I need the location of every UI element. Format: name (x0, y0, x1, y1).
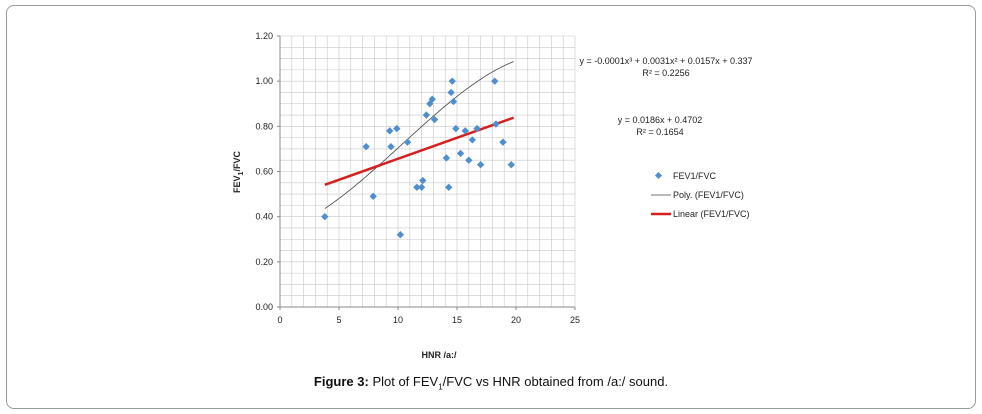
caption-text-after: /FVC vs HNR obtained from /a:/ sound. (442, 374, 669, 389)
data-point (413, 183, 421, 191)
linear-equation: y = 0.0186x + 0.4702 (618, 115, 703, 125)
data-point (465, 156, 473, 164)
caption-label: Figure 3: (313, 374, 369, 389)
data-point (419, 176, 427, 185)
data-point (422, 111, 430, 119)
y-tick-label: 1.00 (255, 76, 273, 86)
data-point (448, 77, 456, 85)
poly-r-squared: R² = 0.2256 (642, 68, 689, 78)
figure-caption: Figure 3: Plot of FEV1/FVC vs HNR obtain… (0, 374, 982, 392)
data-point (445, 183, 453, 191)
chart-grid (279, 35, 576, 308)
data-point (447, 88, 455, 97)
trend-lines (324, 61, 515, 209)
data-point (369, 192, 377, 201)
data-point (387, 142, 395, 151)
y-tick-label: 1.20 (255, 31, 273, 41)
data-point (452, 124, 460, 133)
data-point (468, 136, 477, 144)
caption-text-before: Plot of FEV (372, 374, 439, 389)
legend-label-points: FEV1/FVC (673, 171, 717, 181)
data-point (456, 149, 465, 158)
y-axis-title-main: FEV (232, 175, 242, 193)
x-tick-label: 20 (511, 315, 521, 325)
data-points (321, 77, 515, 239)
linear-trend-line (324, 116, 515, 187)
y-axis-title-tail: /FVC (232, 151, 242, 172)
legend-label-poly: Poly. (FEV1/FVC) (673, 190, 744, 200)
data-point (491, 77, 499, 85)
y-axis-title-sub: 1 (238, 171, 245, 175)
data-point (442, 154, 451, 162)
x-tick-label: 5 (336, 315, 341, 325)
tick-labels: 0 5 10 15 20 25 0.00 0.20 0.40 0.60 0.80 1.00 1.20 (255, 31, 580, 325)
y-tick-label: 0.40 (255, 212, 273, 222)
data-point (393, 124, 401, 133)
data-point (499, 138, 507, 146)
x-tick-label: 0 (277, 315, 282, 325)
data-point (321, 212, 329, 221)
data-point (386, 127, 394, 135)
data-point (362, 142, 370, 151)
y-tick-label: 0.20 (255, 257, 273, 267)
poly-equation: y = -0.0001x³ + 0.0031x² + 0.0157x + 0.3… (579, 56, 752, 66)
legend-label-linear: Linear (FEV1/FVC) (673, 209, 750, 219)
data-point (507, 161, 515, 169)
y-tick-label: 0.00 (255, 302, 273, 312)
y-axis-title: FEV1/FVC (232, 151, 245, 193)
data-point (492, 120, 500, 128)
x-axis-title: HNR /a:/ (421, 350, 457, 360)
y-tick-label: 0.80 (255, 121, 273, 131)
x-tick-label: 10 (393, 315, 403, 325)
caption-sub: 1 (438, 382, 443, 392)
linear-r-squared: R² = 0.1654 (636, 127, 683, 137)
poly-trend-line (324, 61, 514, 209)
y-tick-label: 0.60 (255, 167, 273, 177)
data-point (428, 95, 436, 103)
legend: FEV1/FVC Poly. (FEV1/FVC) Linear (FEV1/F… (651, 171, 750, 219)
data-point (476, 161, 485, 169)
data-point (449, 97, 458, 106)
legend-marker-points (654, 171, 663, 180)
data-point (461, 127, 469, 135)
data-point (417, 183, 426, 191)
x-tick-label: 15 (452, 315, 462, 325)
x-tick-label: 25 (570, 315, 580, 325)
